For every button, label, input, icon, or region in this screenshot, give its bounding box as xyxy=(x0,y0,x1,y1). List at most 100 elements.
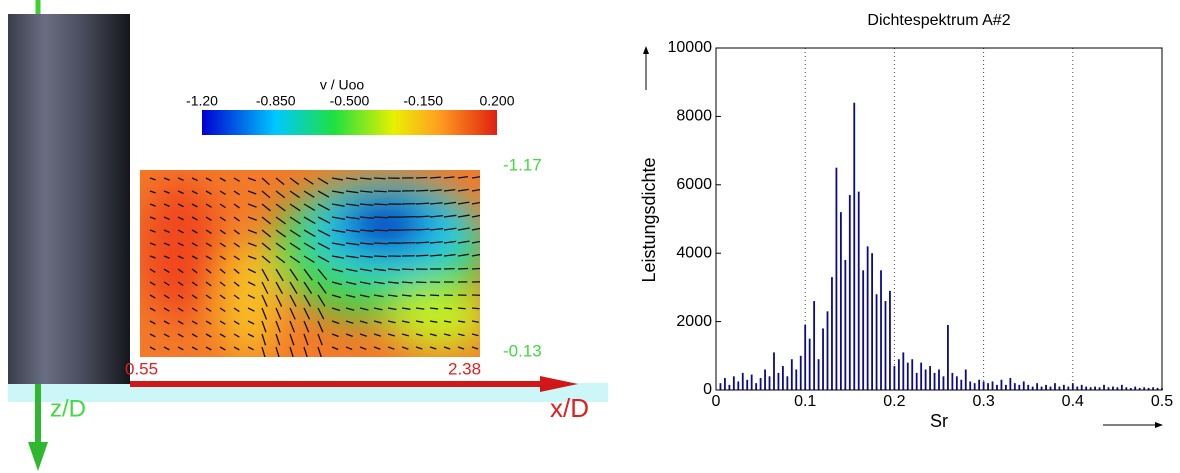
bar xyxy=(1013,383,1016,390)
bar xyxy=(955,376,958,390)
flow-arrow xyxy=(415,176,428,179)
flow-arrow xyxy=(457,253,469,257)
flow-arrow xyxy=(205,320,212,325)
flow-arrow xyxy=(177,229,184,234)
bar xyxy=(724,378,726,390)
flow-arrow xyxy=(191,203,198,208)
flow-arrow xyxy=(317,268,328,281)
flow-arrow xyxy=(373,203,388,206)
flow-arrow xyxy=(429,254,443,257)
flow-arrow xyxy=(415,189,429,192)
bar xyxy=(737,381,740,390)
bar xyxy=(839,212,842,390)
flow-arrow xyxy=(345,255,359,259)
flow-arrow xyxy=(373,307,383,311)
bar xyxy=(866,246,869,390)
flow-arrow xyxy=(177,268,184,274)
bar xyxy=(1076,386,1079,390)
flow-arrow xyxy=(261,333,267,346)
flow-arrow xyxy=(233,333,240,338)
bar xyxy=(875,294,878,390)
colorbar-tick-label: -0.500 xyxy=(330,93,370,109)
flow-arrow xyxy=(443,253,456,257)
flow-arrow xyxy=(149,268,156,273)
flow-arrow xyxy=(177,307,184,312)
colorbar xyxy=(202,110,497,135)
bar xyxy=(982,381,985,390)
flow-arrow xyxy=(359,177,372,180)
flow-arrow xyxy=(457,333,465,337)
bar xyxy=(947,325,949,390)
flow-arrow xyxy=(163,229,170,234)
flow-arrow xyxy=(219,216,226,222)
x-axis-title: Sr xyxy=(930,411,948,431)
bar xyxy=(1045,384,1047,390)
bar xyxy=(942,376,945,390)
flow-arrow xyxy=(415,333,423,337)
flow-arrow xyxy=(163,255,170,259)
flow-arrow xyxy=(289,294,297,307)
flow-arrow xyxy=(233,229,240,235)
flow-arrow xyxy=(275,177,285,186)
flow-arrow xyxy=(303,281,313,294)
flow-arrow xyxy=(177,242,184,247)
flow-arrow xyxy=(275,255,286,264)
x-axis-arrowhead xyxy=(540,376,578,392)
flow-arrow xyxy=(317,190,330,198)
flow-arrow xyxy=(359,294,370,298)
x-tick-label: 0 xyxy=(712,393,721,410)
flow-arrow xyxy=(303,294,312,307)
flow-arrow xyxy=(317,294,326,307)
flow-arrow xyxy=(191,177,198,182)
flow-arrow xyxy=(177,203,184,208)
flow-arrow xyxy=(443,307,453,310)
bar xyxy=(978,379,981,390)
bar xyxy=(1054,383,1056,390)
bar xyxy=(826,311,829,390)
flow-arrow xyxy=(345,190,359,194)
colorbar-tick-label: 0.200 xyxy=(479,93,514,109)
flow-arrow xyxy=(205,333,212,338)
flow-arrow xyxy=(359,268,372,272)
bar xyxy=(1134,386,1137,390)
plot-frame xyxy=(715,47,1163,391)
flow-arrow xyxy=(275,242,286,251)
x-tick-label: 0.1 xyxy=(794,393,816,410)
flow-arrow xyxy=(219,177,226,182)
flow-arrow xyxy=(345,268,358,273)
bar xyxy=(790,359,793,390)
flow-arrows xyxy=(149,176,480,357)
flow-arrow xyxy=(275,346,280,357)
flow-arrow xyxy=(205,255,212,260)
flow-arrow xyxy=(177,294,184,299)
flow-arrow xyxy=(429,241,443,244)
flow-arrow xyxy=(331,346,339,351)
bar xyxy=(1009,378,1012,390)
flow-arrow xyxy=(387,294,398,298)
flow-arrow xyxy=(163,190,170,194)
flow-arrow xyxy=(205,203,212,208)
x-axis-label: x/D xyxy=(550,393,589,423)
bar xyxy=(1147,387,1150,390)
flow-arrow xyxy=(317,216,331,224)
flow-arrow xyxy=(443,240,457,244)
flow-arrow xyxy=(317,333,323,346)
flow-arrow xyxy=(233,346,240,351)
flow-arrow xyxy=(373,229,389,232)
flow-arrow xyxy=(345,307,355,311)
chart-title: Dichtespektrum A#2 xyxy=(867,12,1010,29)
bar xyxy=(1018,384,1021,390)
flow-arrow xyxy=(359,307,369,311)
flow-arrow xyxy=(401,307,411,310)
flow-arrow xyxy=(471,176,480,179)
flow-arrow xyxy=(205,229,212,235)
bar xyxy=(1005,384,1007,390)
flow-arrow xyxy=(205,242,212,247)
bar xyxy=(817,359,820,390)
flow-arrow xyxy=(359,320,368,324)
flow-arrow xyxy=(219,255,226,261)
bar xyxy=(911,359,914,390)
flow-arrow xyxy=(149,320,156,325)
flow-arrow xyxy=(387,268,400,271)
flow-arrow xyxy=(387,333,396,337)
